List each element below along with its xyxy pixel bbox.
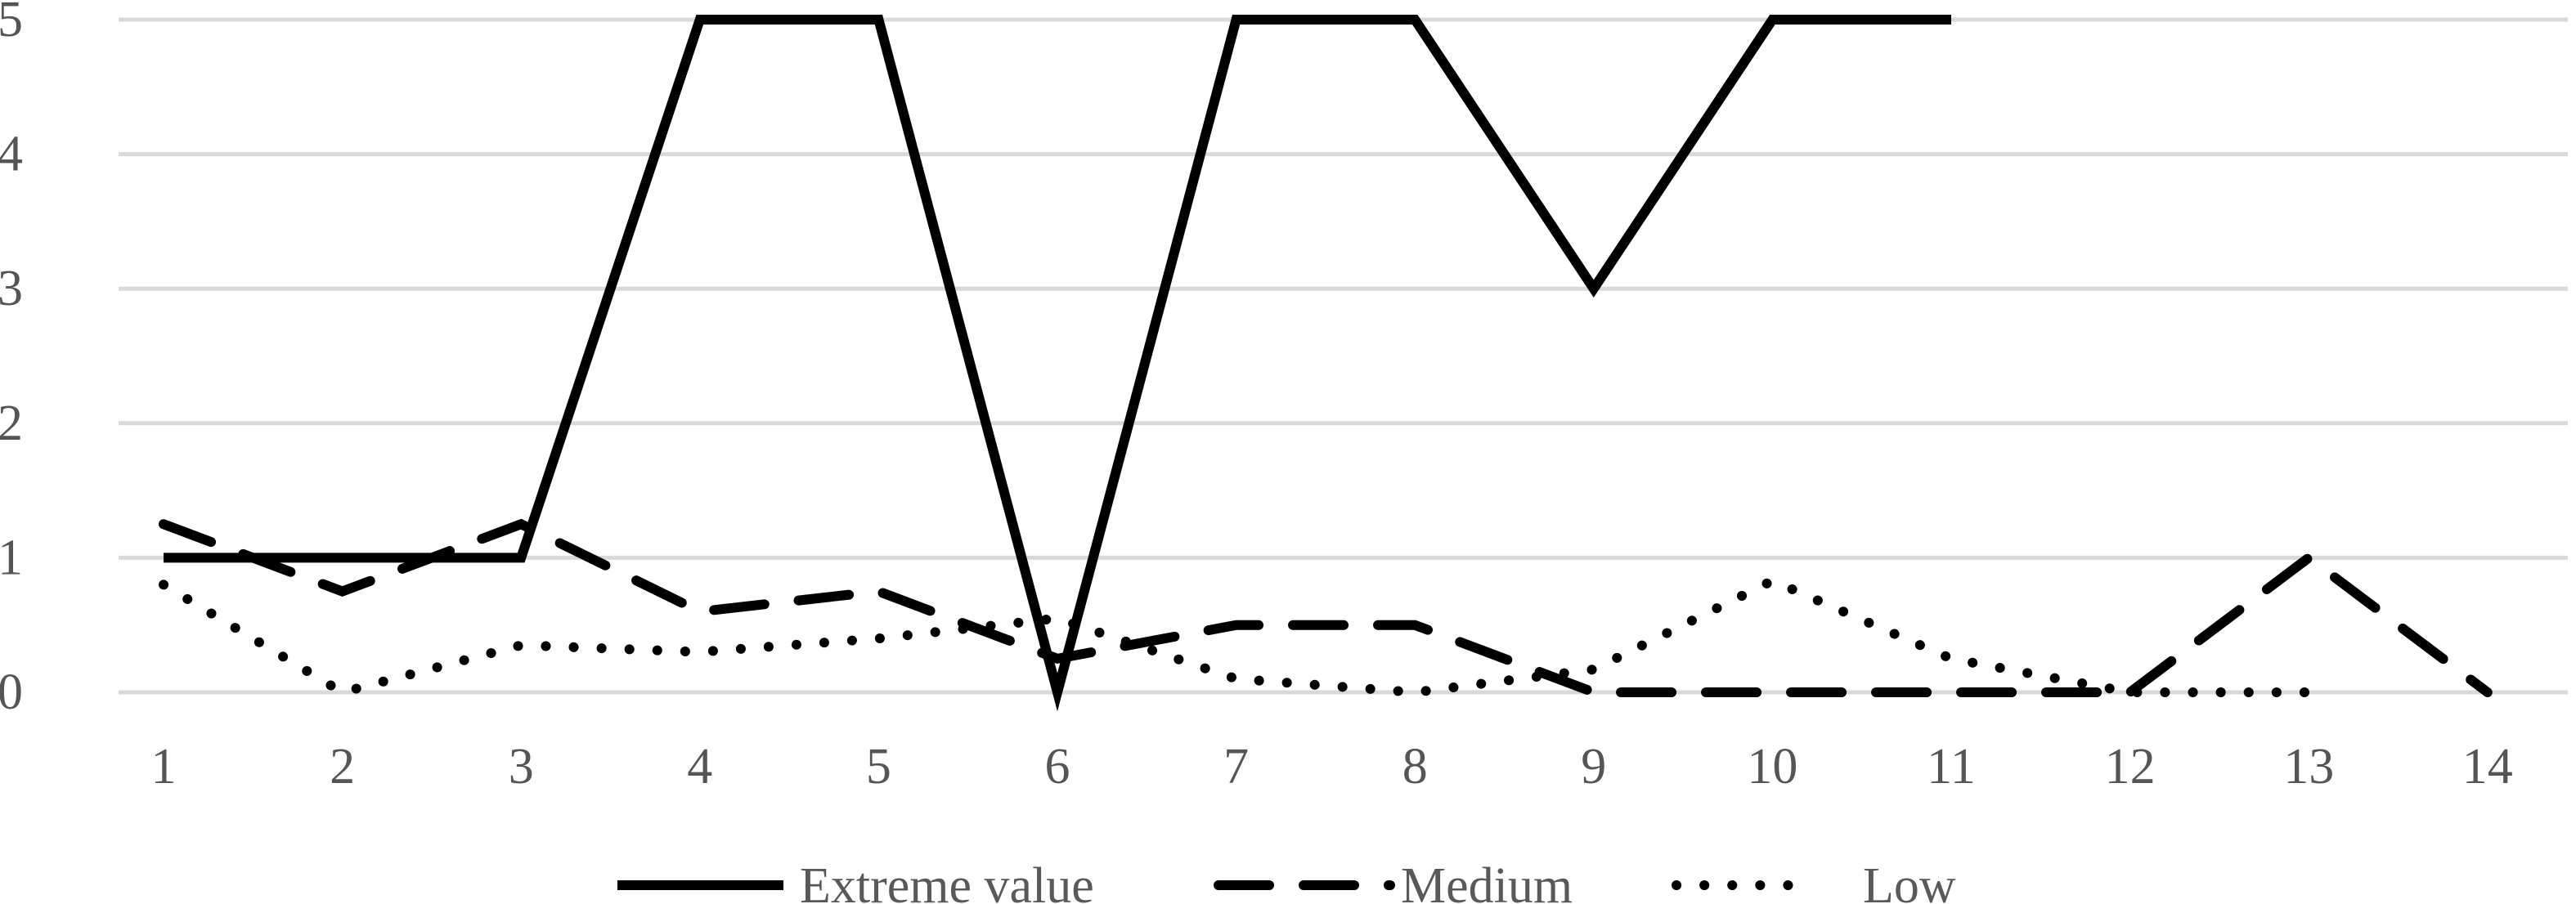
y-axis-ticks: 0 1 2 3 4 5: [0, 0, 23, 720]
x-tick-label: 5: [866, 739, 891, 794]
x-tick-label: 14: [2462, 739, 2513, 794]
series-lines: [159, 15, 2493, 712]
legend: Extreme value Medium Low: [617, 858, 1956, 904]
x-tick-label: 13: [2283, 739, 2334, 794]
x-tick-label: 10: [1747, 739, 1797, 794]
x-tick-label: 4: [687, 739, 712, 794]
x-tick-label: 3: [509, 739, 534, 794]
x-tick-label: 6: [1045, 739, 1070, 794]
legend-label: Medium: [1401, 858, 1573, 904]
y-tick-label: 3: [0, 261, 23, 316]
legend-label: Low: [1863, 858, 1956, 904]
x-axis-ticks: 1 2 3 4 5 6 7 8 9 10 11 12 13 14: [151, 739, 2513, 794]
y-tick-label: 4: [0, 127, 23, 182]
y-tick-label: 1: [0, 530, 23, 585]
y-tick-label: 2: [0, 396, 23, 451]
x-tick-label: 12: [2105, 739, 2156, 794]
gridlines: [119, 17, 2568, 695]
x-tick-label: 2: [330, 739, 355, 794]
legend-label: Extreme value: [800, 858, 1094, 904]
x-tick-label: 11: [1927, 739, 1976, 794]
x-tick-label: 8: [1402, 739, 1428, 794]
x-tick-label: 9: [1581, 739, 1606, 794]
y-tick-label: 0: [0, 665, 23, 720]
x-tick-label: 7: [1223, 739, 1249, 794]
series-line-low: [159, 575, 2314, 698]
y-tick-label: 5: [0, 0, 23, 47]
series-line-medium: [159, 518, 2493, 697]
series-line-extreme-value: [164, 15, 1951, 712]
x-tick-label: 1: [151, 739, 177, 794]
